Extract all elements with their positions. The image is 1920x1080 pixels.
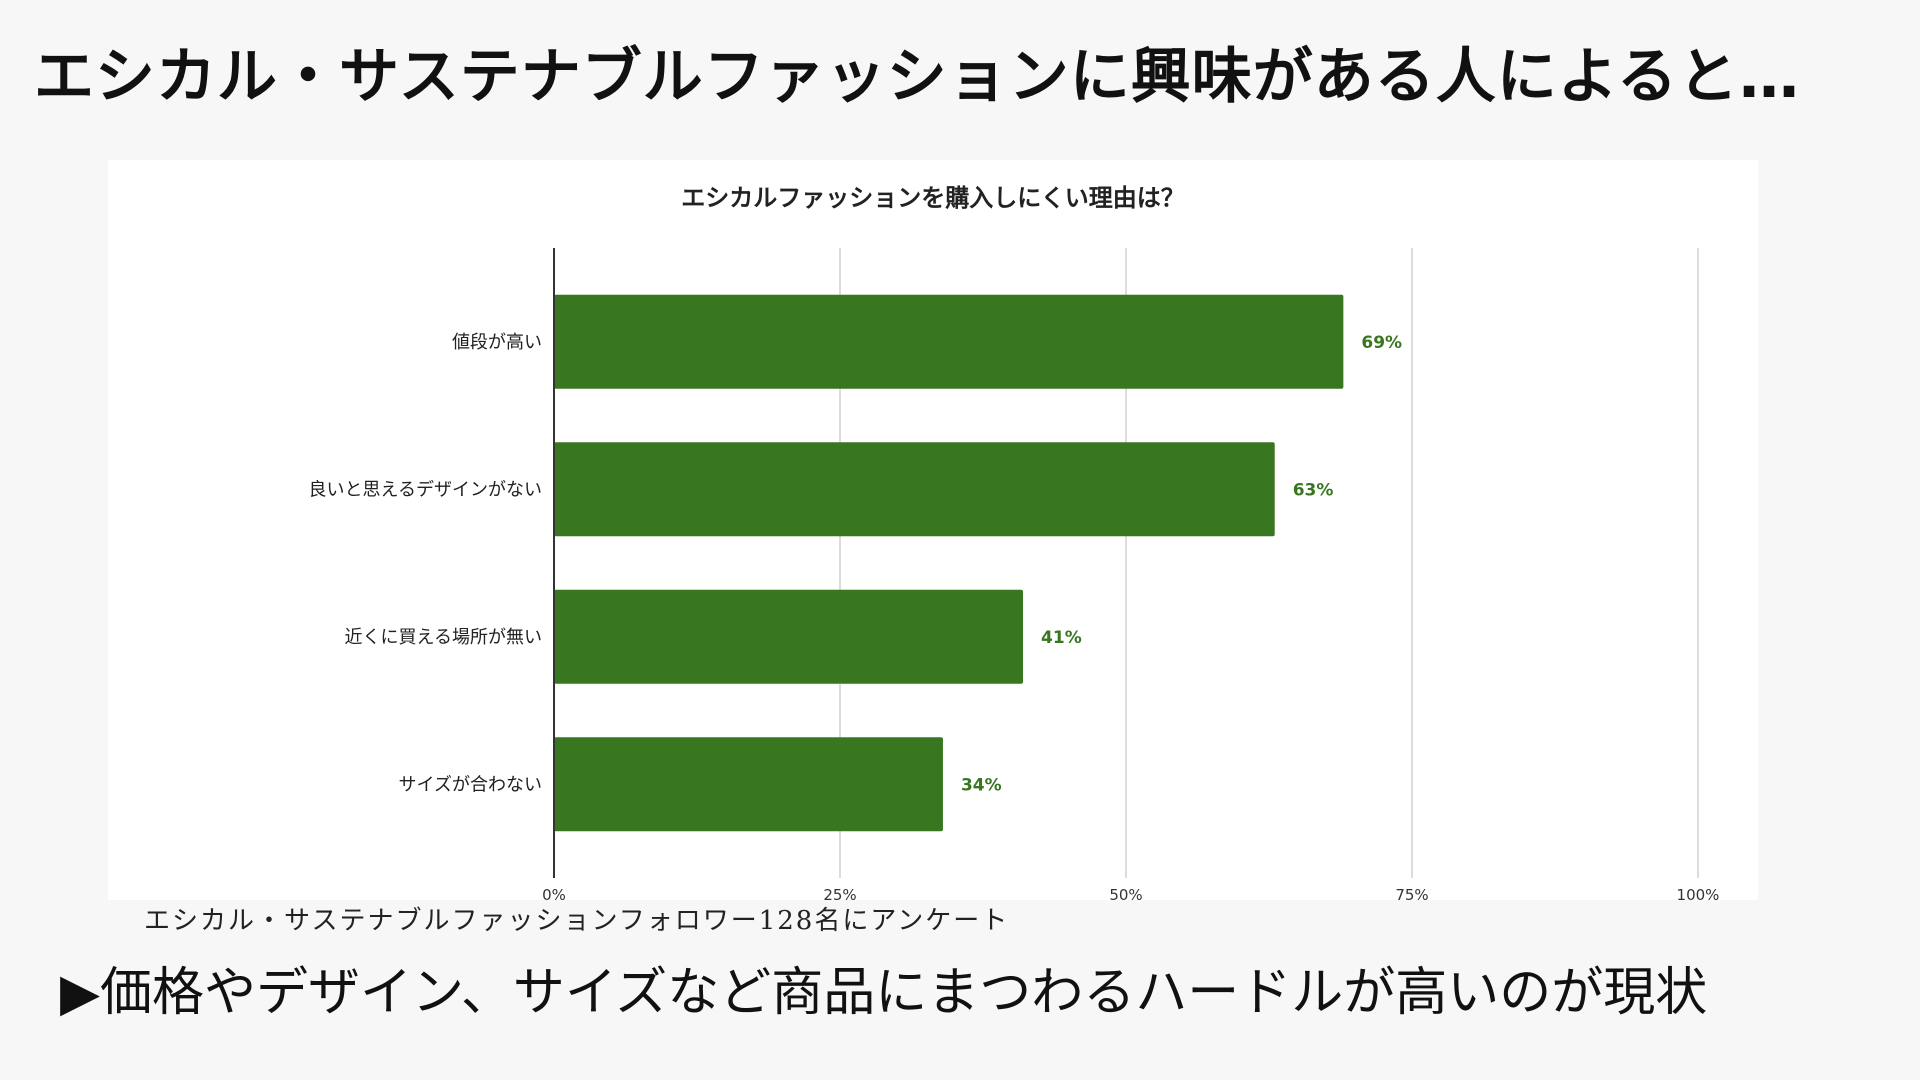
- category-label: 値段が高い: [452, 332, 542, 353]
- category-label: 近くに買える場所が無い: [345, 627, 542, 648]
- bar: [554, 294, 1344, 389]
- bar: [554, 737, 943, 832]
- bar: [554, 589, 1024, 684]
- value-label: 63%: [1293, 480, 1334, 500]
- category-label: サイズが合わない: [399, 774, 542, 795]
- value-label: 34%: [961, 775, 1002, 795]
- bar-chart: 0% 25% 50% 75% 100% 値段が高い 69% 良いと思えるデザインがない 63% 近…: [309, 248, 1720, 900]
- slide-title: エシカル・サステナブルファッションに興味がある人によると…: [34, 42, 1800, 112]
- value-label: 69%: [1361, 333, 1402, 353]
- x-tick-label: 25%: [823, 886, 856, 900]
- chart-title: エシカルファッションを購入しにくい理由は？: [681, 184, 1185, 212]
- value-label: 41%: [1041, 628, 1082, 648]
- bar: [554, 442, 1275, 537]
- category-label: 良いと思えるデザインがない: [309, 479, 542, 500]
- x-tick-label: 75%: [1395, 886, 1428, 900]
- conclusion-text: ▶価格やデザイン、サイズなど商品にまつわるハードルが高いのが現状: [60, 963, 1708, 1023]
- x-tick-label: 50%: [1109, 886, 1142, 900]
- source-note: エシカル・サステナブルファッションフォロワー128名にアンケート: [144, 906, 1010, 936]
- x-tick-label: 100%: [1677, 886, 1720, 900]
- chart-panel: エシカルファッションを購入しにくい理由は？ 0% 25% 50% 75% 100% 値段が…: [108, 160, 1758, 900]
- x-tick-label: 0%: [542, 886, 566, 900]
